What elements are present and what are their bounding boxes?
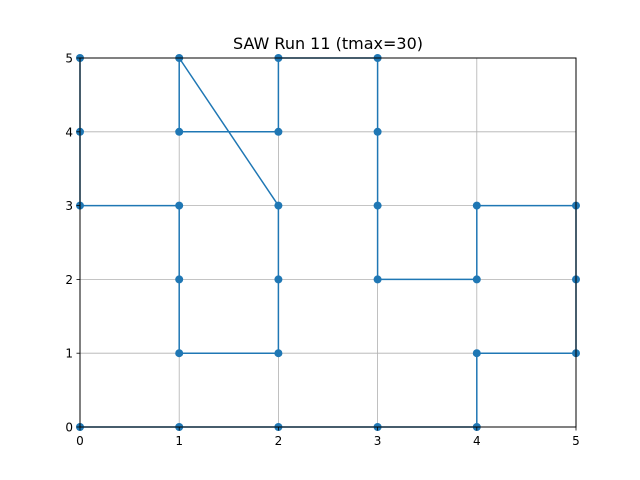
- y-tick-label: 0: [65, 421, 73, 435]
- walk-point: [373, 201, 382, 210]
- y-tick-label: 3: [65, 199, 73, 213]
- x-tick-label: 5: [572, 434, 580, 448]
- walk-point: [175, 127, 184, 136]
- walk-point: [274, 127, 283, 136]
- y-tick-label: 2: [65, 273, 73, 287]
- y-tick-label: 1: [65, 347, 73, 361]
- x-tick-label: 4: [473, 434, 481, 448]
- walk-point: [373, 275, 382, 284]
- walk-point: [274, 275, 283, 284]
- chart-title: SAW Run 11 (tmax=30): [233, 34, 423, 53]
- y-tick-label: 4: [65, 125, 73, 139]
- walk-point: [175, 201, 184, 210]
- walk-point: [175, 349, 184, 358]
- walk-point: [373, 127, 382, 136]
- series-walk: [76, 54, 580, 431]
- x-tick-label: 0: [76, 434, 84, 448]
- ticks: 0 1 2 3 4 5 0 1 2 3 4 5: [65, 52, 579, 449]
- walk-point: [472, 275, 481, 284]
- x-tick-label: 2: [275, 434, 283, 448]
- plot-frame: [79, 57, 577, 428]
- axes-frame: [79, 57, 577, 428]
- walk-point: [274, 201, 283, 210]
- x-tick-label: 3: [374, 434, 382, 448]
- walk-point: [274, 349, 283, 358]
- y-tick-label: 5: [65, 52, 73, 66]
- x-tick-label: 1: [175, 434, 183, 448]
- walk-line: [79, 57, 577, 428]
- walk-point: [175, 275, 184, 284]
- walk-point: [472, 349, 481, 358]
- walk-point: [472, 201, 481, 210]
